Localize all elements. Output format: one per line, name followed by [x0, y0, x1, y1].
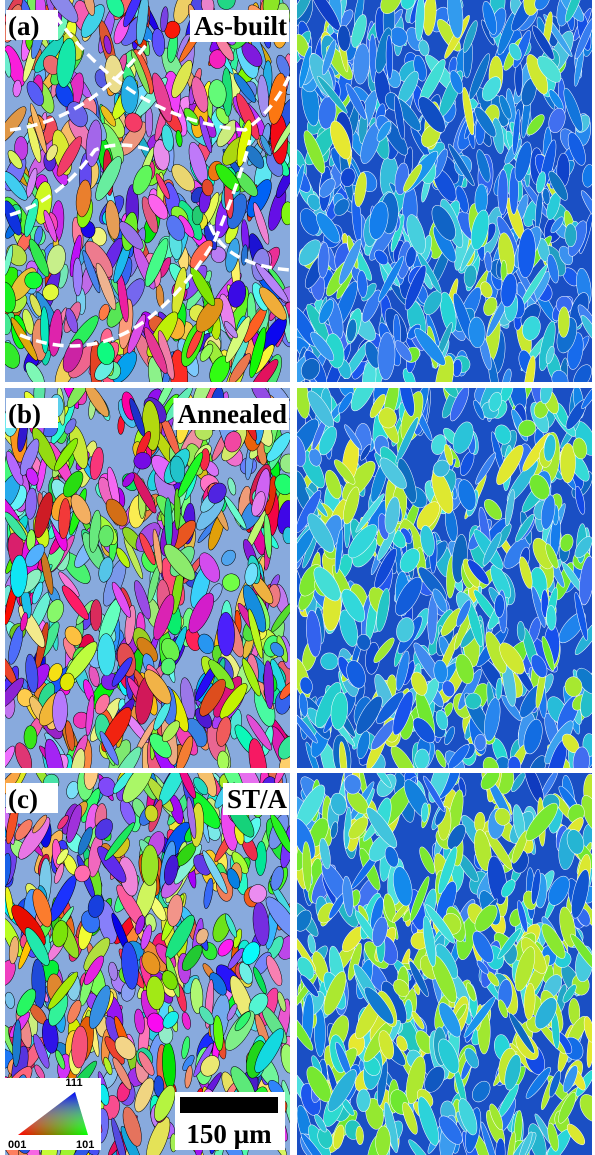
grain: [283, 527, 293, 544]
grain: [121, 76, 139, 114]
grain: [141, 845, 159, 886]
grain: [24, 726, 37, 749]
scale-text: 150 µm: [186, 1119, 272, 1149]
ipf-legend: 111 001 101: [5, 1077, 101, 1151]
condition-label: Annealed: [177, 399, 287, 429]
grain: [565, 224, 577, 247]
grain: [280, 454, 298, 473]
legend-right: 101: [76, 1139, 94, 1151]
grain: [321, 653, 338, 670]
grain: [90, 600, 102, 631]
legend-top: 111: [65, 1077, 82, 1089]
scale-bar: 150 µm: [175, 1092, 285, 1150]
condition-label: As-built: [194, 11, 287, 41]
panel-label: (a): [8, 11, 39, 41]
grain: [357, 1089, 371, 1112]
kam-map: [281, 368, 595, 791]
condition-label: ST/A: [227, 784, 288, 814]
kam-map: [279, 0, 595, 403]
kam-map: [283, 751, 595, 1155]
scale-line: [180, 1097, 278, 1113]
grain: [474, 734, 486, 751]
panel-label: (b): [8, 399, 41, 429]
legend-left: 001: [8, 1139, 26, 1151]
panel-label: (c): [8, 784, 38, 814]
